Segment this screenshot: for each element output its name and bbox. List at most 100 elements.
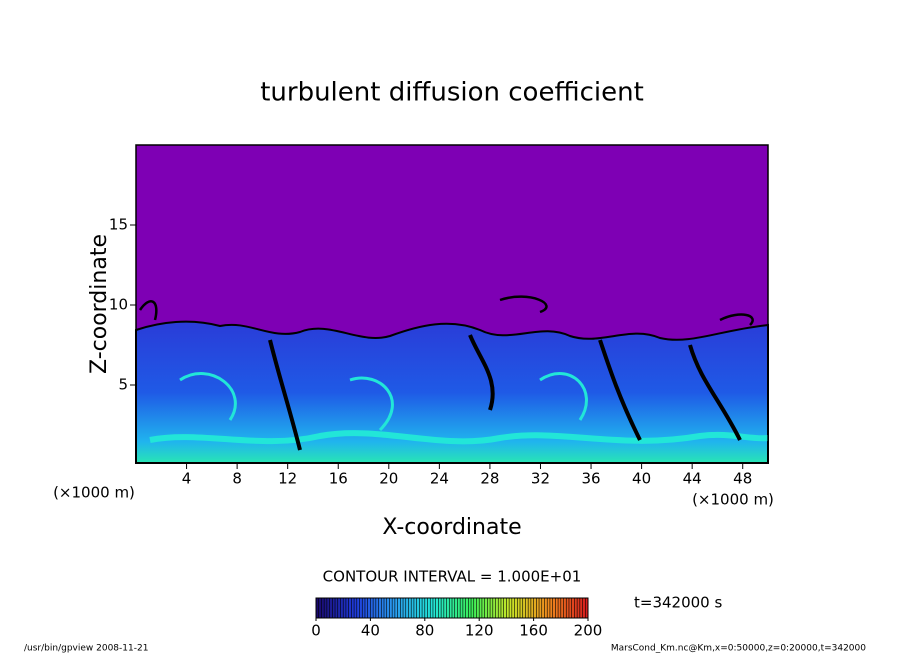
chart-title: turbulent diffusion coefficient	[260, 78, 644, 108]
colorbar-stripe	[509, 598, 513, 618]
x-axis-label: X-coordinate	[382, 515, 521, 540]
colorbar-stripe	[514, 598, 518, 618]
colorbar-stripe	[555, 598, 559, 618]
x-tick-label: 36	[581, 470, 600, 488]
colorbar-stripe	[473, 598, 477, 618]
x-tick-label: 20	[379, 470, 398, 488]
colorbar-frame	[315, 597, 589, 619]
colorbar-stripe	[481, 598, 485, 618]
colorbar-stripe	[316, 598, 320, 618]
colorbar-stripe	[411, 598, 415, 618]
colorbar-stripe	[356, 598, 360, 618]
colorbar-stripe	[419, 598, 423, 618]
x-tick-label: 24	[430, 470, 449, 488]
colorbar-stripe	[329, 598, 333, 618]
colorbar-stripe	[579, 598, 583, 618]
colorbar-tick-label: 80	[415, 622, 434, 640]
colorbar-stripe	[547, 598, 551, 618]
colorbar-stripe	[324, 598, 328, 618]
colorbar-stripe	[354, 598, 358, 618]
colorbar-stripe	[471, 598, 475, 618]
colorbar-stripe	[460, 598, 464, 618]
colorbar-tick-label: 0	[311, 622, 321, 640]
colorbar-stripe	[432, 598, 436, 618]
colorbar-stripe	[405, 598, 409, 618]
colorbar-stripe	[511, 598, 515, 618]
colorbar-stripe	[384, 598, 388, 618]
colorbar-stripe	[381, 598, 385, 618]
colorbar-stripe	[582, 598, 586, 618]
colorbar-stripe	[441, 598, 445, 618]
colorbar-stripe	[348, 598, 352, 618]
colorbar-stripe	[370, 598, 374, 618]
colorbar-stripe	[367, 598, 371, 618]
colorbar-stripe	[568, 598, 572, 618]
colorbar-stripe	[484, 598, 488, 618]
colorbar-stripe	[536, 598, 540, 618]
colorbar-tick-label: 40	[361, 622, 380, 640]
colorbar-stripe	[378, 598, 382, 618]
colorbar-stripe	[539, 598, 543, 618]
colorbar-stripe	[362, 598, 366, 618]
colorbar-stripe	[403, 598, 407, 618]
colorbar-stripe	[364, 598, 368, 618]
colorbar-stripe	[503, 598, 507, 618]
colorbar-stripe	[321, 598, 325, 618]
colorbar-stripe	[332, 598, 336, 618]
colorbar-stripe	[375, 598, 379, 618]
colorbar-stripe	[438, 598, 442, 618]
colorbar-stripe	[558, 598, 562, 618]
colorbar-tick-label: 160	[519, 622, 548, 640]
colorbar-stripe	[552, 598, 556, 618]
colorbar-stripe	[454, 598, 458, 618]
x-tick-label: 28	[480, 470, 499, 488]
colorbar-stripe	[452, 598, 456, 618]
colorbar-stripe	[541, 598, 545, 618]
colorbar-stripe	[476, 598, 480, 618]
colorbar-stripe	[392, 598, 396, 618]
y-tick-label: 5	[118, 376, 128, 394]
colorbar-stripe	[563, 598, 567, 618]
colorbar-tick-label: 120	[465, 622, 494, 640]
colorbar-stripe	[326, 598, 330, 618]
colorbar-stripe	[490, 598, 494, 618]
x-tick-label: 8	[232, 470, 242, 488]
colorbar-stripe	[422, 598, 426, 618]
colorbar-stripe	[337, 598, 341, 618]
colorbar-stripe	[525, 598, 529, 618]
colorbar-stripe	[373, 598, 377, 618]
colorbar-stripe	[465, 598, 469, 618]
y-unit-label: (×1000 m)	[53, 484, 135, 502]
colorbar-stripe	[345, 598, 349, 618]
colorbar-stripe	[495, 598, 499, 618]
footer-right: MarsCond_Km.nc@Km,x=0:50000,z=0:20000,t=…	[611, 644, 866, 654]
y-tick-label: 15	[109, 216, 128, 234]
colorbar-stripe	[577, 598, 581, 618]
colorbar-stripe	[530, 598, 534, 618]
x-tick-label: 4	[182, 470, 192, 488]
colorbar-stripe	[318, 598, 322, 618]
colorbar-stripe	[449, 598, 453, 618]
colorbar-stripe	[435, 598, 439, 618]
colorbar-stripe	[457, 598, 461, 618]
colorbar-stripe	[479, 598, 483, 618]
y-axis-label: Z-coordinate	[87, 234, 112, 374]
colorbar-stripe	[335, 598, 339, 618]
colorbar-stripe	[492, 598, 496, 618]
colorbar-stripe	[359, 598, 363, 618]
colorbar-tick-label: 200	[574, 622, 603, 640]
field	[135, 144, 769, 464]
colorbar-stripe	[528, 598, 532, 618]
colorbar-stripe	[571, 598, 575, 618]
colorbar-stripe	[544, 598, 548, 618]
colorbar-stripe	[340, 598, 344, 618]
time-label: t=342000 s	[634, 594, 722, 612]
colorbar-stripe	[549, 598, 553, 618]
colorbar-stripe	[397, 598, 401, 618]
colorbar-stripe	[498, 598, 502, 618]
y-tick-label: 10	[109, 296, 128, 314]
colorbar-stripe	[394, 598, 398, 618]
colorbar-stripe	[462, 598, 466, 618]
colorbar-stripe	[427, 598, 431, 618]
